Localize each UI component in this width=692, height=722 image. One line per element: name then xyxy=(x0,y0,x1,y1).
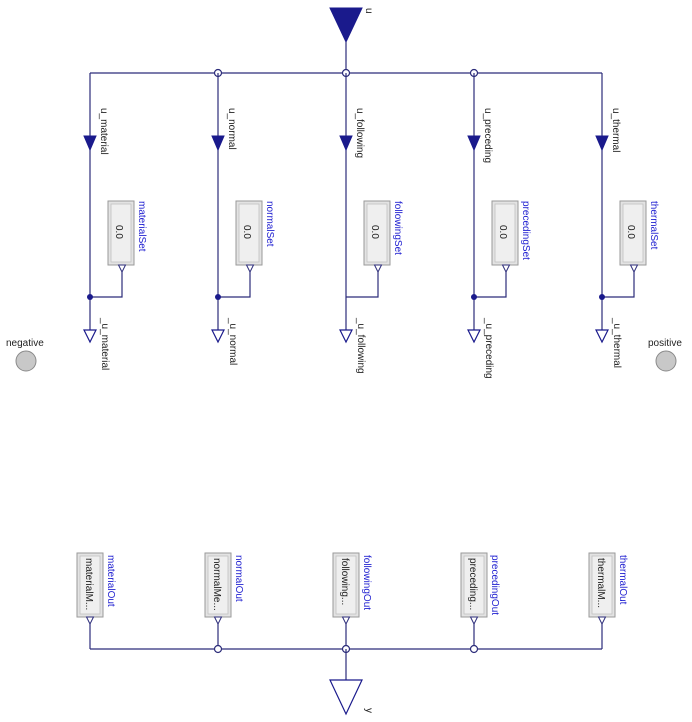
output-block-precedingOut[interactable]: preceding... xyxy=(460,552,488,618)
branch-output-label: _u_material xyxy=(99,317,110,370)
constant-value: 0.0 xyxy=(369,225,380,239)
input-connector-icon[interactable] xyxy=(83,135,97,152)
output-block-materialOut[interactable]: materialM... xyxy=(76,552,104,618)
branch-output-label: _u_preceding xyxy=(483,317,494,379)
constant-block-materialSet[interactable]: 0.0 xyxy=(107,200,135,266)
output-block-name: followingOut xyxy=(361,555,372,610)
junction-dot-icon xyxy=(599,294,605,300)
branch-u_material: u_material 0.0 materialSet _u_materialmater… xyxy=(76,73,147,649)
output-connector-icon[interactable] xyxy=(467,329,481,344)
output-block-face xyxy=(463,555,485,615)
input-connector-u[interactable]: u xyxy=(329,7,374,44)
constant-block-precedingSet[interactable]: 0.0 xyxy=(491,200,519,266)
branches-group: u_material 0.0 materialSet _u_materialmater… xyxy=(76,73,659,649)
output-connector-icon[interactable] xyxy=(595,329,609,344)
branch-u_thermal: u_thermal 0.0 thermalSet _u_thermal thermalM… xyxy=(588,73,659,649)
constant-block-normalSet[interactable]: 0.0 xyxy=(235,200,263,266)
input-connector-icon[interactable] xyxy=(211,135,225,152)
constant-block-name: thermalSet xyxy=(648,201,659,250)
output-block-name: thermalOut xyxy=(617,555,628,605)
constant-block-name: normalSet xyxy=(264,201,275,247)
output-connector-icon[interactable] xyxy=(83,329,97,344)
output-block-name: precedingOut xyxy=(489,555,500,615)
output-block-thermalOut[interactable]: thermalM... xyxy=(588,552,616,618)
output-connector-icon[interactable] xyxy=(211,329,225,344)
junction-dot-icon xyxy=(471,294,477,300)
output-connector-y[interactable]: y xyxy=(329,679,374,716)
input-label: u xyxy=(363,8,374,14)
output-block-text: following... xyxy=(339,558,350,605)
branch-input-label: u_following xyxy=(354,108,365,158)
constant-block-face xyxy=(622,203,644,263)
input-connector-icon[interactable] xyxy=(467,135,481,152)
branch-u_following: u_following 0.0 followingSet _u_followingfo… xyxy=(332,73,403,649)
input-connector-icon[interactable] xyxy=(595,135,609,152)
output-block-face xyxy=(79,555,101,615)
constant-block-face xyxy=(494,203,516,263)
positive-pin-circle-icon xyxy=(655,350,677,372)
output-block-name: materialOut xyxy=(105,555,116,607)
branch-u_preceding: u_preceding 0.0 precedingSet _u_precedingpr… xyxy=(460,73,531,649)
branch-u_normal: u_normal 0.0 normalSet _u_normal normalMe...… xyxy=(204,73,275,649)
constant-output-icon xyxy=(373,264,383,274)
input-connector-icon[interactable] xyxy=(339,135,353,152)
constant-output-wire xyxy=(90,272,123,298)
positive-pin-label: positive xyxy=(648,338,682,349)
output-block-name: normalOut xyxy=(233,555,244,602)
negative-pin-label: negative xyxy=(6,338,44,349)
constant-block-face xyxy=(110,203,132,263)
constant-output-icon xyxy=(245,264,255,274)
constant-output-icon xyxy=(117,264,127,274)
output-triangle-icon xyxy=(329,679,363,716)
positive-pin[interactable]: positive xyxy=(648,338,682,372)
constant-value: 0.0 xyxy=(625,225,636,239)
output-block-text: materialM... xyxy=(83,558,94,610)
negative-pin[interactable]: negative xyxy=(6,338,44,372)
branch-output-label: _u_normal xyxy=(227,317,238,365)
branch-input-label: u_normal xyxy=(226,108,237,150)
output-block-text: preceding... xyxy=(467,558,478,610)
constant-value: 0.0 xyxy=(241,225,252,239)
constant-block-face xyxy=(366,203,388,263)
constant-output-wire xyxy=(218,272,251,298)
output-block-text: thermalM... xyxy=(595,558,606,608)
output-block-face xyxy=(591,555,613,615)
output-label: y xyxy=(363,708,374,713)
constant-output-icon xyxy=(629,264,639,274)
output-connector-icon[interactable] xyxy=(339,329,353,344)
output-block-port-icon xyxy=(213,616,223,626)
branch-input-label: u_preceding xyxy=(482,108,493,163)
output-block-text: normalMe... xyxy=(211,558,222,611)
output-block-normalOut[interactable]: normalMe... xyxy=(204,552,232,618)
output-block-face xyxy=(207,555,229,615)
constant-block-name: materialSet xyxy=(136,201,147,252)
branch-output-label: _u_thermal xyxy=(611,317,622,368)
constant-block-face xyxy=(238,203,260,263)
junction-dot-icon xyxy=(87,294,93,300)
output-block-port-icon xyxy=(341,616,351,626)
junction-dot-icon xyxy=(215,294,221,300)
output-block-port-icon xyxy=(85,616,95,626)
output-block-face xyxy=(335,555,357,615)
constant-block-thermalSet[interactable]: 0.0 xyxy=(619,200,647,266)
branch-input-label: u_material xyxy=(98,108,109,155)
output-block-followingOut[interactable]: following... xyxy=(332,552,360,618)
negative-pin-circle-icon xyxy=(15,350,37,372)
bottom-bus-junctions xyxy=(213,644,479,654)
constant-output-wire xyxy=(346,272,379,298)
branch-output-label: _u_following xyxy=(355,317,366,374)
constant-value: 0.0 xyxy=(113,225,124,239)
output-block-port-icon xyxy=(597,616,607,626)
branch-input-label: u_thermal xyxy=(610,108,621,152)
constant-output-wire xyxy=(474,272,507,298)
constant-output-wire xyxy=(602,272,635,298)
constant-value: 0.0 xyxy=(497,225,508,239)
output-block-port-icon xyxy=(469,616,479,626)
constant-output-icon xyxy=(501,264,511,274)
constant-block-name: precedingSet xyxy=(520,201,531,260)
constant-block-name: followingSet xyxy=(392,201,403,255)
input-triangle-icon xyxy=(329,7,363,44)
constant-block-followingSet[interactable]: 0.0 xyxy=(363,200,391,266)
